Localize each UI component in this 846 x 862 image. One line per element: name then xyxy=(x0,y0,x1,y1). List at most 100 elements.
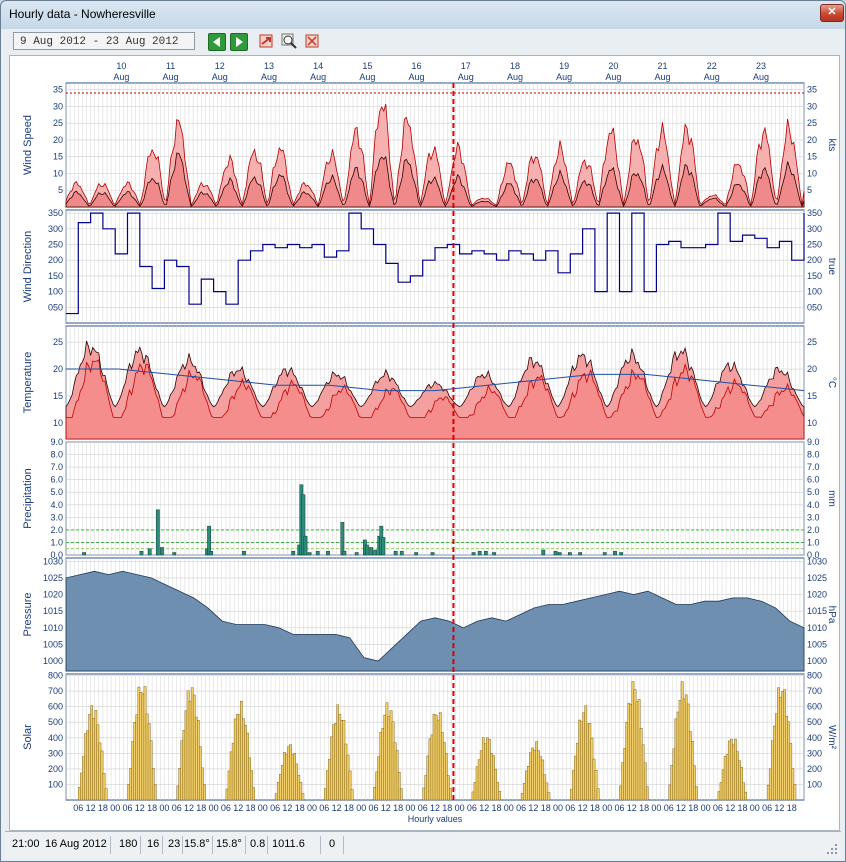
solar-bar xyxy=(348,770,352,801)
y-tick-label-right: 300 xyxy=(807,748,822,758)
y-tick-label-right: 4.0 xyxy=(807,500,820,510)
y-tick-label: 9.0 xyxy=(50,437,63,447)
hour-tick-label: 00 xyxy=(307,803,317,813)
y-tick-label-right: 1030 xyxy=(807,556,827,566)
y-tick-label: 1025 xyxy=(43,573,63,583)
hour-tick-label: 12 xyxy=(627,803,637,813)
print-button[interactable] xyxy=(304,33,320,49)
y-tick-label-right: 1005 xyxy=(807,639,827,649)
status-wind-direction: 180 xyxy=(119,838,138,850)
status-wind-average: 16 xyxy=(147,838,160,850)
hour-tick-label: 18 xyxy=(393,803,403,813)
previous-button[interactable] xyxy=(208,33,226,51)
y-tick-label: 6.0 xyxy=(50,475,63,485)
hour-tick-label: 06 xyxy=(172,803,182,813)
hour-tick-label: 00 xyxy=(602,803,612,813)
solar-bar xyxy=(102,773,106,801)
unit-label: hPa xyxy=(826,606,837,624)
rain-bar xyxy=(602,552,607,556)
export-button[interactable] xyxy=(258,33,274,49)
hour-tick-label: 06 xyxy=(664,803,674,813)
status-feels-like: 15.8° xyxy=(216,838,242,850)
day-label: 16 xyxy=(412,61,422,71)
hour-tick-label: 18 xyxy=(442,803,452,813)
y-tick-label-right: 7.0 xyxy=(807,462,820,472)
solar-bar xyxy=(643,762,647,801)
y-axis-label: Wind Direction xyxy=(22,231,34,303)
hour-tick-label: 00 xyxy=(651,803,661,813)
hour-tick-label: 00 xyxy=(455,803,465,813)
day-label: 19 xyxy=(559,61,569,71)
hour-tick-label: 06 xyxy=(762,803,772,813)
day-label: 10 xyxy=(116,61,126,71)
hour-tick-label: 18 xyxy=(688,803,698,813)
hour-tick-label: 00 xyxy=(553,803,563,813)
y-tick-label-right: 600 xyxy=(807,702,822,712)
solar-bar xyxy=(791,768,795,801)
month-label: Aug xyxy=(113,72,129,82)
hour-tick-label: 00 xyxy=(356,803,366,813)
date-range-field[interactable]: 9 Aug 2012 - 23 Aug 2012 xyxy=(13,32,195,50)
rain-bar xyxy=(354,552,359,556)
y-tick-label: 3.0 xyxy=(50,512,63,522)
y-tick-label-right: 700 xyxy=(807,686,822,696)
zoom-button[interactable] xyxy=(281,33,297,49)
y-tick-label-right: 350 xyxy=(807,208,822,218)
rain-bar xyxy=(373,549,378,556)
hour-tick-label: 00 xyxy=(504,803,514,813)
y-tick-label: 25 xyxy=(53,337,63,347)
rain-bar xyxy=(613,550,617,556)
rain-bar xyxy=(483,550,488,556)
rain-bar xyxy=(82,552,86,556)
unit-label: kts xyxy=(826,139,837,152)
status-bar: 21:00 16 Aug 2012 180 16 23 15.8° 15.8° … xyxy=(5,831,841,858)
x-axis-label: Hourly values xyxy=(408,814,463,824)
arrow-right-icon xyxy=(236,37,243,47)
hour-tick-label: 12 xyxy=(774,803,784,813)
hour-tick-label: 12 xyxy=(282,803,292,813)
hourly-charts[interactable]: 10Aug11Aug12Aug13Aug14Aug15Aug16Aug17Aug… xyxy=(9,55,838,829)
y-tick-label-right: 0.0 xyxy=(807,550,820,560)
day-label: 22 xyxy=(707,61,717,71)
y-tick-label-right: 9.0 xyxy=(807,437,820,447)
solar-bar xyxy=(645,786,649,801)
status-solar: 0 xyxy=(329,838,336,850)
rain-bar xyxy=(557,552,562,556)
month-label: Aug xyxy=(507,72,523,82)
resize-grip-icon[interactable] xyxy=(827,844,837,854)
rain-bar xyxy=(553,550,558,556)
rain-bar xyxy=(568,552,572,556)
hour-tick-label: 12 xyxy=(725,803,735,813)
close-button[interactable]: ✕ xyxy=(820,4,844,22)
unit-label: mm xyxy=(826,490,837,507)
y-tick-label: 350 xyxy=(48,208,63,218)
y-tick-label-right: 500 xyxy=(807,717,822,727)
rain-bar xyxy=(291,550,296,556)
solar-bar xyxy=(104,788,108,801)
y-tick-label-right: 35 xyxy=(807,85,817,95)
y-tick-label-right: 300 xyxy=(807,224,822,234)
y-tick-label-right: 20 xyxy=(807,364,817,374)
pressure-area xyxy=(65,570,805,672)
solar-bar xyxy=(203,784,206,801)
hour-tick-label: 18 xyxy=(245,803,255,813)
wind-gust-area xyxy=(65,103,805,208)
hour-tick-label: 06 xyxy=(319,803,329,813)
hour-tick-label: 12 xyxy=(528,803,538,813)
next-button[interactable] xyxy=(230,33,248,51)
rain-bar xyxy=(209,550,214,556)
solar-bar xyxy=(594,770,598,801)
month-label: Aug xyxy=(458,72,474,82)
rain-bar xyxy=(471,552,476,556)
rain-bar xyxy=(147,548,152,556)
y-tick-label-right: 1020 xyxy=(807,590,827,600)
rain-bar xyxy=(242,550,246,556)
solar-bar xyxy=(397,772,401,801)
y-axis-label: Solar xyxy=(22,724,34,750)
y-tick-label: 10 xyxy=(53,418,63,428)
hour-tick-label: 12 xyxy=(233,803,243,813)
y-axis-label: Wind Speed xyxy=(22,115,34,175)
rain-bar xyxy=(541,549,546,556)
y-tick-label: 10 xyxy=(53,168,63,178)
y-tick-label: 35 xyxy=(53,85,63,95)
